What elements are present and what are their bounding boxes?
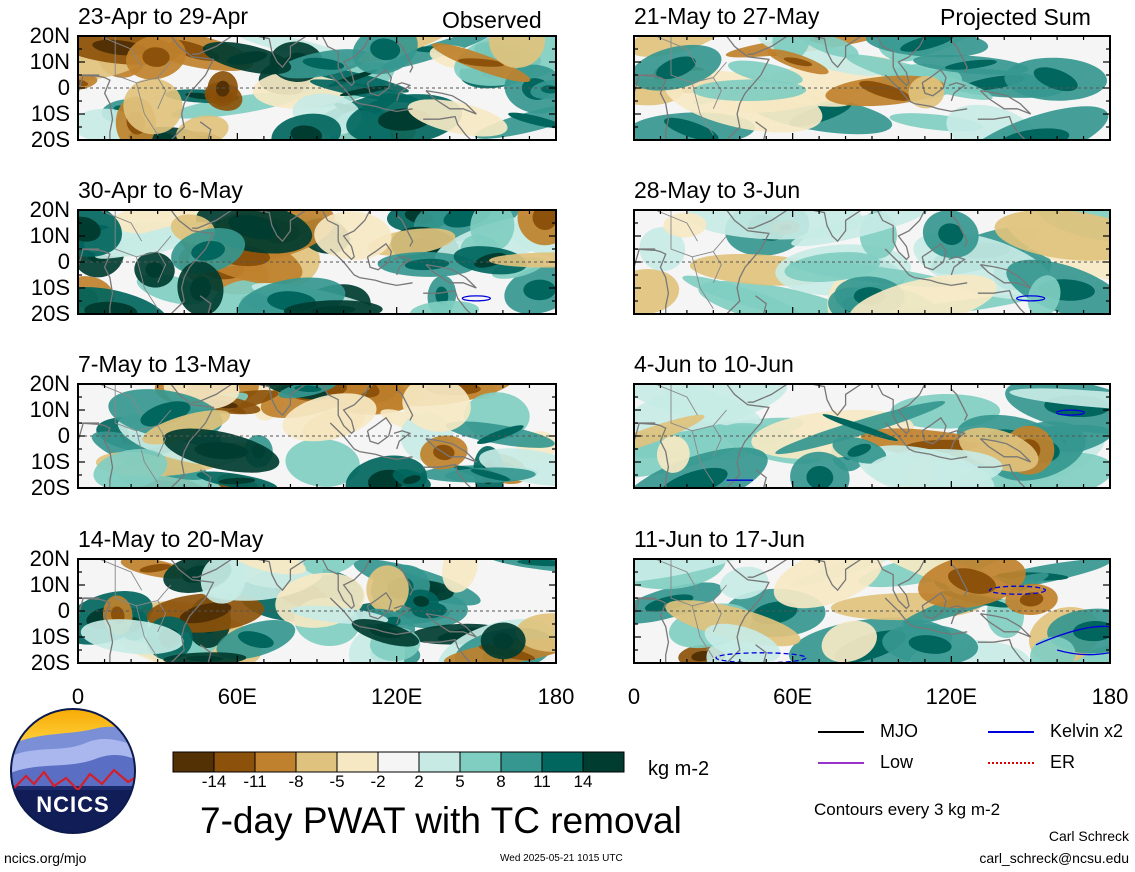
lat-label-row1: 20N: [29, 23, 70, 48]
lat-label-row3: 10S: [30, 449, 70, 474]
panel-title-right-2: 28-May to 3-Jun: [634, 177, 801, 203]
ncics-logo: NCICS: [10, 708, 136, 834]
logo-text: NCICS: [36, 792, 109, 817]
lon-label-left-3: 180: [537, 684, 575, 709]
panel-title-right-3: 4-Jun to 10-Jun: [634, 351, 794, 377]
map-panel-right-4: [633, 558, 1111, 664]
legend-note: Contours every 3 kg m-2: [814, 800, 1001, 819]
map-panel-right-2: [633, 209, 1111, 315]
lat-label-row3: 0: [57, 423, 70, 448]
panel-title-left-3: 7-May to 13-May: [78, 351, 251, 377]
observed-header: Observed: [442, 7, 542, 33]
colorbar: [172, 751, 625, 773]
colorbar-swatch: [213, 751, 256, 773]
colorbar-units: kg m-2: [648, 758, 710, 780]
lat-label-row2: 10N: [29, 223, 70, 248]
lat-label-row1: 20S: [30, 127, 70, 152]
lon-label-left-2: 120E: [370, 684, 423, 709]
panel-title-left-4: 14-May to 20-May: [78, 526, 264, 552]
lat-label-row1: 10S: [30, 101, 70, 126]
colorbar-tick-label: -11: [243, 772, 267, 791]
lat-label-row2: 20N: [29, 197, 70, 222]
lat-label-row4: 20N: [29, 546, 70, 571]
colorbar-swatch: [172, 751, 215, 773]
projected-header: Projected Sum: [940, 4, 1091, 30]
lat-label-row3: 10N: [29, 397, 70, 422]
legend-label-kelvin-x2: Kelvin x2: [1050, 721, 1124, 741]
lat-label-row2: 20S: [30, 301, 70, 326]
colorbar-tick-label: -8: [288, 772, 304, 791]
lon-label-right-1: 60E: [773, 684, 813, 709]
lat-label-row4: 10N: [29, 572, 70, 597]
lon-label-left-0: 0: [71, 684, 85, 709]
legend-label-er: ER: [1050, 752, 1076, 772]
lat-label-row1: 0: [57, 75, 70, 100]
map-panel-right-3: [633, 383, 1111, 489]
map-panel-right-1: [633, 35, 1111, 141]
footer-email[interactable]: carl_schreck@ncsu.edu: [979, 850, 1129, 866]
colorbar-swatch: [295, 751, 338, 773]
lat-label-row3: 20N: [29, 371, 70, 396]
colorbar-tick-label: 2: [414, 772, 424, 791]
lat-label-row3: 20S: [30, 475, 70, 500]
lon-label-left-1: 60E: [217, 684, 257, 709]
panel-title-right-4: 11-Jun to 17-Jun: [634, 526, 805, 552]
lon-label-right-0: 0: [627, 684, 641, 709]
colorbar-swatch: [418, 751, 461, 773]
colorbar-tick-label: 14: [573, 772, 593, 791]
panel-title-left-1: 23-Apr to 29-Apr: [78, 3, 249, 29]
map-panel-left-1: [77, 35, 557, 141]
lat-label-row4: 20S: [30, 650, 70, 675]
main-title: 7-day PWAT with TC removal: [200, 800, 682, 841]
colorbar-swatch: [500, 751, 543, 773]
lon-label-right-2: 120E: [925, 684, 978, 709]
colorbar-tick-label: -5: [329, 772, 345, 791]
colorbar-swatch: [377, 751, 420, 773]
legend-line-mjo: [818, 731, 864, 733]
lat-label-row4: 10S: [30, 624, 70, 649]
colorbar-tick-label: -2: [370, 772, 386, 791]
map-panel-left-3: [77, 383, 557, 489]
colorbar-swatch: [582, 751, 625, 773]
colorbar-swatch: [254, 751, 297, 773]
lat-label-row2: 10S: [30, 275, 70, 300]
panel-title-left-2: 30-Apr to 6-May: [78, 177, 243, 203]
colorbar-swatch: [541, 751, 584, 773]
legend-label-mjo: MJO: [880, 721, 918, 741]
map-panel-left-4: [77, 558, 557, 664]
lat-label-row4: 0: [57, 598, 70, 623]
lat-label-row1: 10N: [29, 49, 70, 74]
lon-label-right-3: 180: [1091, 684, 1129, 709]
colorbar-tick-label: 5: [455, 772, 465, 791]
colorbar-swatch: [336, 751, 379, 773]
legend-line-low: [818, 762, 864, 764]
lat-label-row2: 0: [57, 249, 70, 274]
colorbar-tick-label: 11: [533, 772, 551, 791]
footer-timestamp: Wed 2025-05-21 1015 UTC: [500, 853, 623, 864]
panel-title-right-1: 21-May to 27-May: [634, 3, 820, 29]
legend-label-low: Low: [880, 752, 914, 772]
colorbar-swatch: [459, 751, 502, 773]
legend-line-er: [988, 762, 1034, 764]
colorbar-tick-label: 8: [496, 772, 506, 791]
footer-author: Carl Schreck: [1048, 828, 1129, 844]
legend-line-kelvin-x2: [988, 731, 1034, 733]
colorbar-tick-label: -14: [201, 772, 227, 791]
map-panel-left-2: [77, 209, 557, 315]
footer-url[interactable]: ncics.org/mjo: [4, 850, 87, 866]
